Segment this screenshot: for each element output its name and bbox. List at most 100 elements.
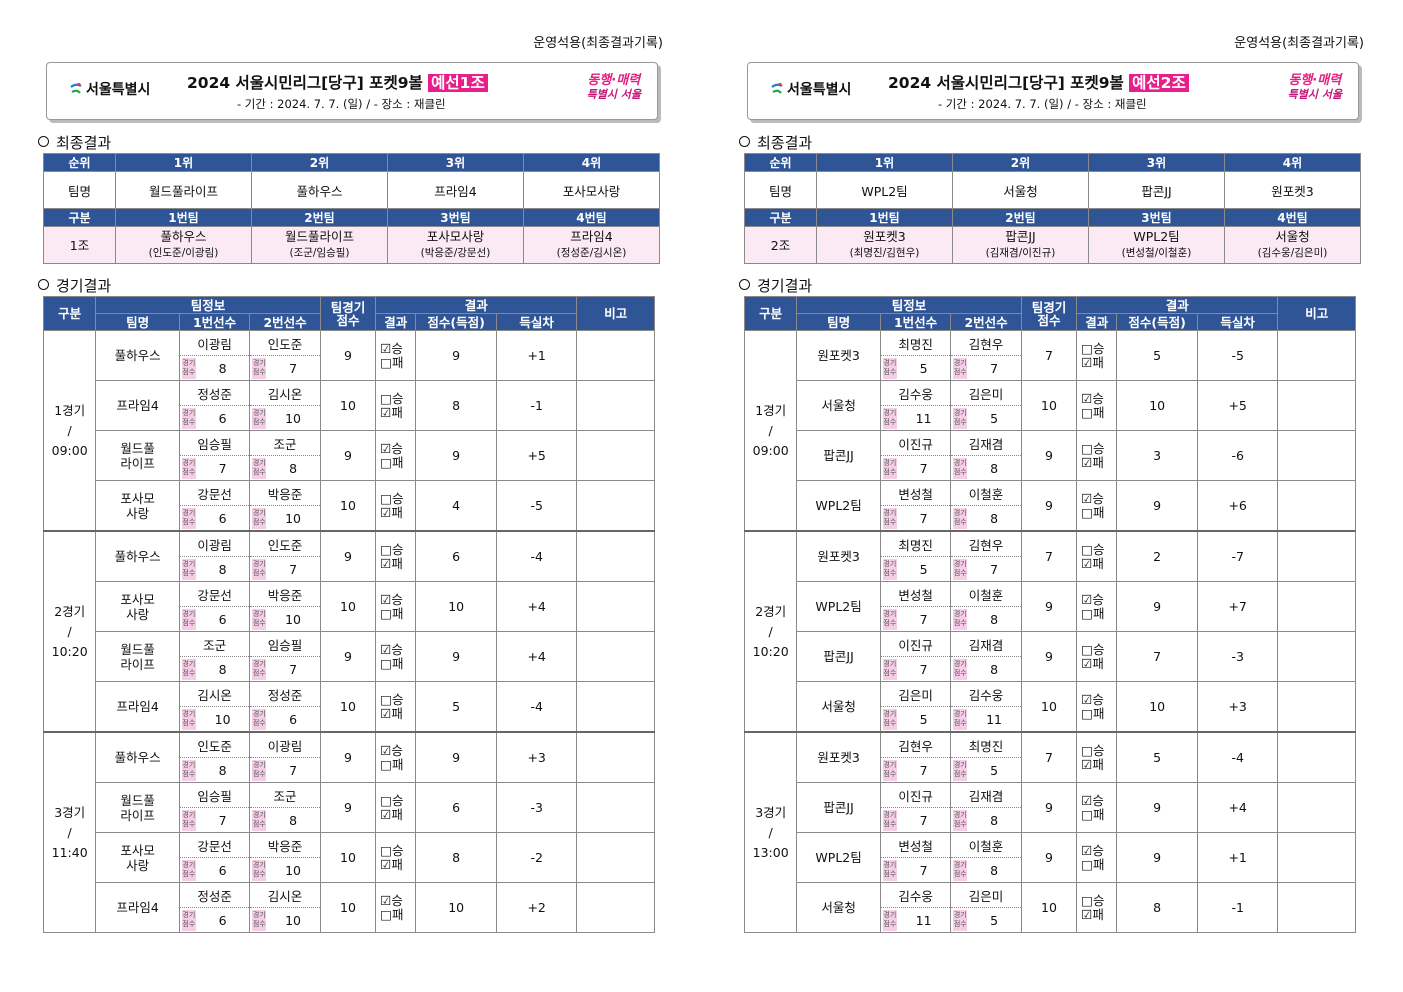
win-loss-checkbox: □승 ☑패 <box>1076 731 1118 783</box>
win-loss-checkbox: □승 ☑패 <box>1076 530 1118 582</box>
points-scored: 9 <box>1116 480 1198 532</box>
player-handicap: 경기 점수 8 <box>249 455 321 481</box>
note-cell <box>1277 330 1356 381</box>
player-handicap: 경기 점수 7 <box>249 656 321 682</box>
player-name: 김시온 <box>178 681 251 707</box>
checked-box-icon: ☑ <box>380 705 392 721</box>
team-name: WPL2팀 <box>796 480 881 532</box>
player-name: 김재겸 <box>950 430 1022 456</box>
points-scored: 5 <box>1116 731 1198 783</box>
player-name: 김은미 <box>950 380 1022 406</box>
team-score: 10 <box>1020 380 1078 431</box>
points-scored: 7 <box>1116 631 1198 682</box>
score-tag: 경기 점수 <box>953 909 968 931</box>
team-score: 9 <box>1020 631 1078 682</box>
points-scored: 6 <box>415 782 497 833</box>
score-tag: 경기 점수 <box>882 608 897 630</box>
point-diff: +6 <box>1196 480 1279 532</box>
player-name: 김재겸 <box>950 631 1022 657</box>
team-name: 풀하우스 <box>95 530 180 582</box>
points-scored: 10 <box>415 581 497 632</box>
score-tag: 경기 점수 <box>953 507 968 529</box>
player-handicap: 경기 점수 8 <box>950 455 1022 481</box>
team-name: 풀하우스 <box>95 330 180 381</box>
score-tag: 경기 점수 <box>181 357 196 379</box>
unchecked-box-icon: □ <box>1081 504 1093 520</box>
player-name: 이진규 <box>879 430 952 456</box>
group-label: 1조 <box>43 226 116 264</box>
points-scored: 9 <box>415 430 497 481</box>
game-label: 3경기/11:40 <box>42 731 97 933</box>
checked-box-icon: ☑ <box>1081 490 1093 506</box>
group-highlight: 예선1조 <box>428 74 488 92</box>
player-name: 김현우 <box>879 731 952 758</box>
team-name: WPL2팀 <box>796 832 881 883</box>
player2-header: 2번선수 <box>249 313 321 331</box>
player-name: 김현우 <box>950 530 1022 557</box>
score-tag: 경기 점수 <box>953 658 968 680</box>
player-name: 김은미 <box>879 681 952 707</box>
points-scored: 5 <box>415 681 497 733</box>
player-name: 박응준 <box>249 480 321 506</box>
player-handicap: 경기 점수 7 <box>249 556 321 582</box>
points-scored: 10 <box>1116 681 1198 733</box>
unchecked-box-icon: □ <box>380 605 392 621</box>
point-diff: -3 <box>495 782 578 833</box>
point-diff: -6 <box>1196 430 1279 481</box>
team-name: 서울청 <box>796 380 881 431</box>
unchecked-box-icon: □ <box>1081 892 1093 908</box>
player-handicap: 경기 점수 10 <box>249 907 321 933</box>
point-diff: -4 <box>495 530 578 582</box>
title-banner: 서울특별시 2024 서울시민리그[당구] 포켓9볼 예선1조 - 기간 : 2… <box>46 62 658 120</box>
team-name: 서울청 <box>796 681 881 733</box>
score-tag: 경기 점수 <box>882 708 897 730</box>
points-scored: 3 <box>1116 430 1198 481</box>
player-handicap: 경기 점수 8 <box>950 857 1022 883</box>
unchecked-box-icon: □ <box>380 490 392 506</box>
point-diff: -4 <box>1196 731 1279 783</box>
seoul-logo: 서울특별시 <box>770 79 851 99</box>
score-tag: 경기 점수 <box>252 708 267 730</box>
win-loss-checkbox: □승 ☑패 <box>1076 882 1118 933</box>
checked-box-icon: ☑ <box>1081 354 1093 370</box>
point-diff: +2 <box>495 882 578 933</box>
team-score: 10 <box>319 380 377 431</box>
game-label: 1경기/09:00 <box>42 330 97 532</box>
point-diff: +1 <box>1196 832 1279 883</box>
seoul-logo-icon <box>70 82 82 94</box>
player-handicap: 경기 점수 7 <box>879 807 952 833</box>
unchecked-box-icon: □ <box>380 691 392 707</box>
note-cell <box>1277 430 1356 481</box>
point-diff: -2 <box>495 832 578 883</box>
team-slot-header: 2번팀 <box>251 208 388 227</box>
team-name: 팝콘JJ <box>796 631 881 682</box>
score-tag: 경기 점수 <box>882 809 897 831</box>
player-handicap: 경기 점수 8 <box>178 355 251 381</box>
win-loss-checkbox: □승 ☑패 <box>375 832 417 883</box>
checked-box-icon: ☑ <box>1081 555 1093 571</box>
team-slot-header: 1번팀 <box>115 208 252 227</box>
player-handicap: 경기 점수 8 <box>178 656 251 682</box>
score-tag: 경기 점수 <box>181 507 196 529</box>
score-tag: 경기 점수 <box>252 859 267 881</box>
checked-box-icon: ☑ <box>1081 454 1093 470</box>
player-name: 변성철 <box>879 480 952 506</box>
player-handicap: 경기 점수 7 <box>879 606 952 632</box>
player-name: 변성철 <box>879 832 952 858</box>
player-handicap: 경기 점수 7 <box>879 857 952 883</box>
draw-cell: 풀하우스 (인도준/이광림) <box>115 226 252 264</box>
team-slot-header: 4번팀 <box>523 208 660 227</box>
result-header: 결과 <box>1076 296 1279 314</box>
team-score: 9 <box>319 330 377 381</box>
score-tag: 경기 점수 <box>181 658 196 680</box>
player-handicap: 경기 점수 8 <box>950 656 1022 682</box>
note-cell <box>576 480 655 532</box>
player-handicap: 경기 점수 7 <box>879 656 952 682</box>
team-name-label: 팀명 <box>744 171 817 209</box>
team-name: 프라임4 <box>95 882 180 933</box>
game-label: 2경기/10:20 <box>42 530 97 733</box>
player-name: 최명진 <box>879 330 952 356</box>
unchecked-box-icon: □ <box>380 655 392 671</box>
score-tag: 경기 점수 <box>882 909 897 931</box>
point-diff: -5 <box>495 480 578 532</box>
